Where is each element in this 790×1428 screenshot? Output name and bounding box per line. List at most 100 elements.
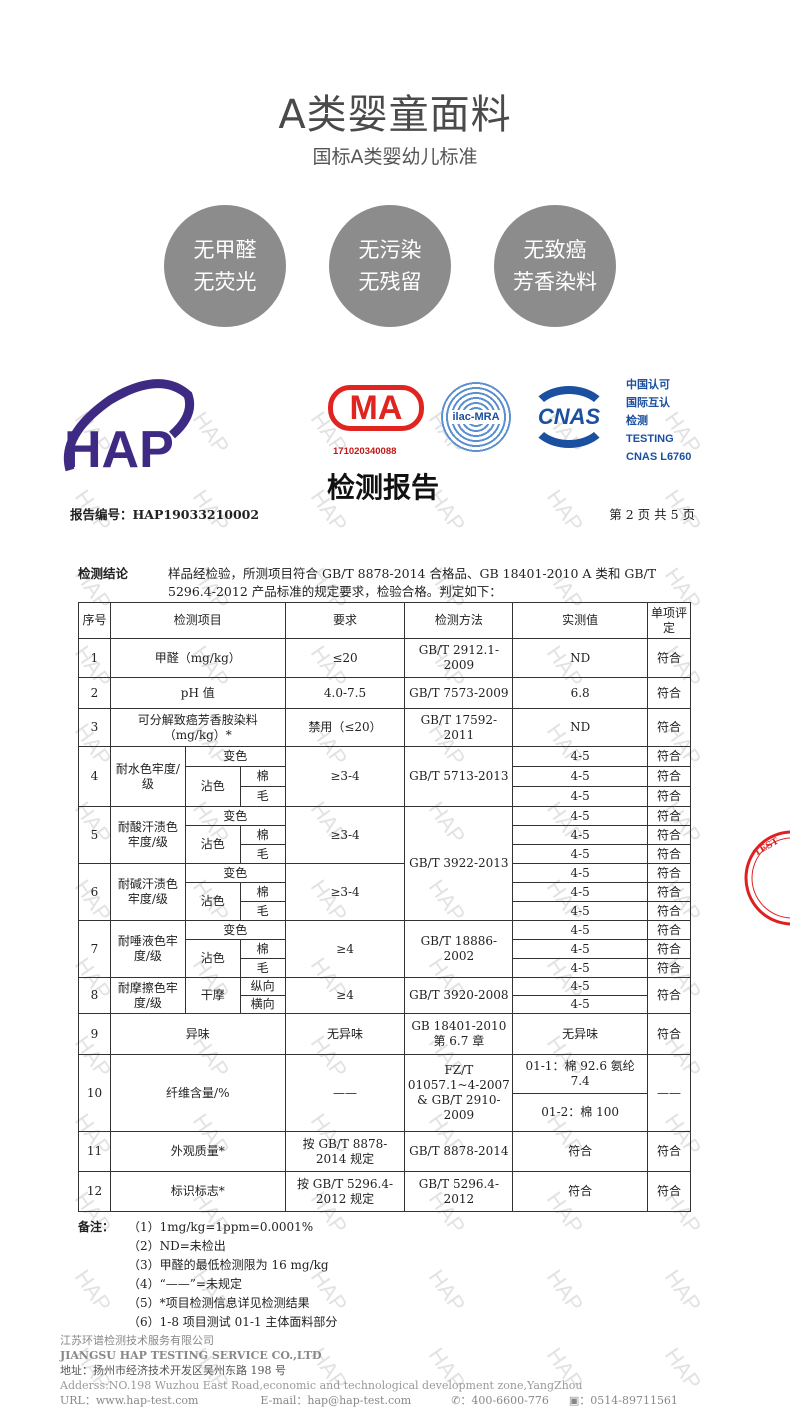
cell: 符合: [646, 825, 692, 845]
cell: 符合: [646, 1131, 692, 1172]
conclusion-text: 样品经检验，所测项目符合 GB/T 8878-2014 合格品、GB 18401…: [168, 566, 657, 599]
cell: 沾色: [184, 766, 241, 807]
cell: 符合: [646, 863, 692, 883]
cell: 纤维含量/%: [109, 1054, 286, 1132]
cell: 4-5: [512, 995, 648, 1014]
table-header-row: 序号 检测项目 要求 检测方法 实测值 单项评定: [78, 602, 692, 639]
badge-line: 芳香染料: [513, 270, 597, 294]
fax-number: ：0514-89711561: [579, 1394, 678, 1407]
cell: 变色: [184, 806, 286, 826]
company-cn: 江苏环谱检测技术服务有限公司: [60, 1334, 214, 1347]
cell: 毛: [239, 901, 286, 921]
cell: GB/T 5713-2013: [404, 746, 514, 807]
cell: 5: [78, 806, 111, 864]
cell: 4-5: [512, 977, 648, 996]
badge-line: 无荧光: [193, 270, 257, 294]
table-row: 1 甲醛（mg/kg） ≤20 GB/T 2912.1-2009 ND 符合: [78, 638, 692, 678]
cell: 变色: [184, 863, 286, 883]
cell: 耐唾液色牢度/级: [109, 920, 186, 978]
cell: 符合: [646, 977, 692, 1014]
cell: 干摩: [184, 977, 241, 1014]
svg-text:HAP: HAP: [64, 421, 174, 479]
cell: 耐水色牢度/级: [109, 746, 186, 807]
table-row: 4 耐水色牢度/级 变色 ≥3-4 GB/T 5713-2013 4-5 符合: [78, 746, 692, 807]
cell: 4-5: [512, 825, 648, 845]
cell: 3: [78, 708, 111, 747]
cell: 变色: [184, 920, 286, 940]
table-row: 9 异味 无异味 GB 18401-2010 第 6.7 章无异味 符合: [78, 1013, 692, 1055]
cell: 符合: [646, 1171, 692, 1212]
cell: 4-5: [512, 901, 648, 921]
table-row: 7 耐唾液色牢度/级 变色 ≥4 GB/T 18886-2002 4-5 符合: [78, 920, 692, 978]
note-item: （3）甲醛的最低检测限为 16 mg/kg: [128, 1258, 329, 1272]
ilac-text: ilac-MRA: [451, 410, 501, 424]
note-item: （2）ND=未检出: [128, 1239, 226, 1253]
cell: 符合: [646, 1013, 692, 1055]
header-cell: 单项评定: [646, 602, 692, 639]
cell: 符合: [646, 901, 692, 921]
results-table: 序号 检测项目 要求 检测方法 实测值 单项评定 1 甲醛（mg/kg） ≤20 GB/T 29…: [78, 602, 692, 1212]
cell: 7: [78, 920, 111, 978]
cell: 4-5: [512, 844, 648, 864]
cell: 4-5: [512, 746, 648, 767]
fax-icon: ▣: [568, 1394, 580, 1407]
cnas-line: 检测: [626, 415, 648, 427]
note-item: （5）*项目检测信息详见检测结果: [128, 1296, 310, 1310]
cnas-logo: CNAS: [528, 386, 610, 448]
cell: 6.8: [512, 677, 648, 709]
page-title: A类婴童面料: [278, 92, 512, 138]
cell: 4: [78, 746, 111, 807]
cell: 符合: [646, 638, 692, 678]
email-link[interactable]: E-mail：hap@hap-test.com: [260, 1394, 412, 1407]
badge-line: 无残留: [358, 270, 422, 294]
hap-logo: HAP: [63, 379, 195, 479]
phone-icon: ✆: [451, 1394, 461, 1407]
cell: 无异味: [284, 1013, 406, 1055]
badge-line: 无致癌: [523, 238, 587, 262]
cell: 沾色: [184, 825, 241, 864]
table-row: 11 外观质量* 按 GB/T 8878-2014 规定 GB/T 8878-2014…: [78, 1131, 692, 1172]
page-indicator: 第 2 页 共 5 页: [609, 507, 695, 522]
conclusion: 检测结论 样品经检验，所测项目符合 GB/T 8878-2014 合格品、GB …: [78, 565, 698, 601]
cell: 11: [78, 1131, 111, 1172]
cell: ≥4: [284, 920, 406, 978]
badge-line: 无污染: [358, 238, 422, 262]
cell: 沾色: [184, 939, 241, 978]
table-row: 毛 4-5 符合: [79, 786, 692, 807]
cell: 4-5: [512, 786, 648, 807]
cell: FZ/T 01057.1~4-2007 & GB/T 2910-2009: [404, 1054, 514, 1132]
cell: GB/T 3920-2008: [404, 977, 514, 1014]
cell: GB/T 5296.4-2012: [404, 1171, 514, 1212]
cell: 01-2：棉 100: [512, 1093, 648, 1132]
badge-circle: 无甲醛 无荧光: [164, 205, 286, 327]
cell: 符合: [646, 939, 692, 959]
table-row: 沾色棉 4-5 符合: [79, 766, 692, 807]
cnas-text: CNAS: [537, 404, 601, 429]
cell: GB/T 18886-2002: [404, 920, 514, 978]
cell: 4.0-7.5: [284, 677, 406, 709]
cell: 符合: [646, 677, 692, 709]
cell: 12: [78, 1171, 111, 1212]
report-title: 检测报告: [326, 471, 439, 504]
cnas-line: 国际互认: [626, 397, 670, 409]
cell: ——: [646, 1054, 692, 1132]
watermark: HAP: [659, 1265, 707, 1317]
address-en: Adderss:NO.198 Wuzhou East Road,economic…: [60, 1379, 583, 1392]
cell: GB/T 3922-2013: [404, 806, 514, 921]
cell: ——: [284, 1054, 406, 1132]
cell: 4-5: [512, 882, 648, 902]
header-cell: 检测方法: [404, 602, 514, 639]
cell: 毛: [239, 958, 286, 978]
cell: 按 GB/T 5296.4-2012 规定: [284, 1171, 406, 1212]
report-number: 报告编号：HAP19033210002: [70, 507, 260, 522]
conclusion-label: 检测结论: [78, 566, 129, 581]
cell: 符合: [646, 766, 692, 787]
cell: 毛: [239, 786, 286, 807]
badge-line: 无甲醛: [193, 238, 257, 262]
cell: 4-5: [512, 806, 648, 826]
cell: 符合: [646, 708, 692, 747]
cell: 符合: [512, 1131, 648, 1172]
website-link[interactable]: URL：www.hap-test.com: [60, 1394, 199, 1407]
table-row: 毛 4-5 符合: [79, 901, 692, 921]
cell: 10: [78, 1054, 111, 1132]
